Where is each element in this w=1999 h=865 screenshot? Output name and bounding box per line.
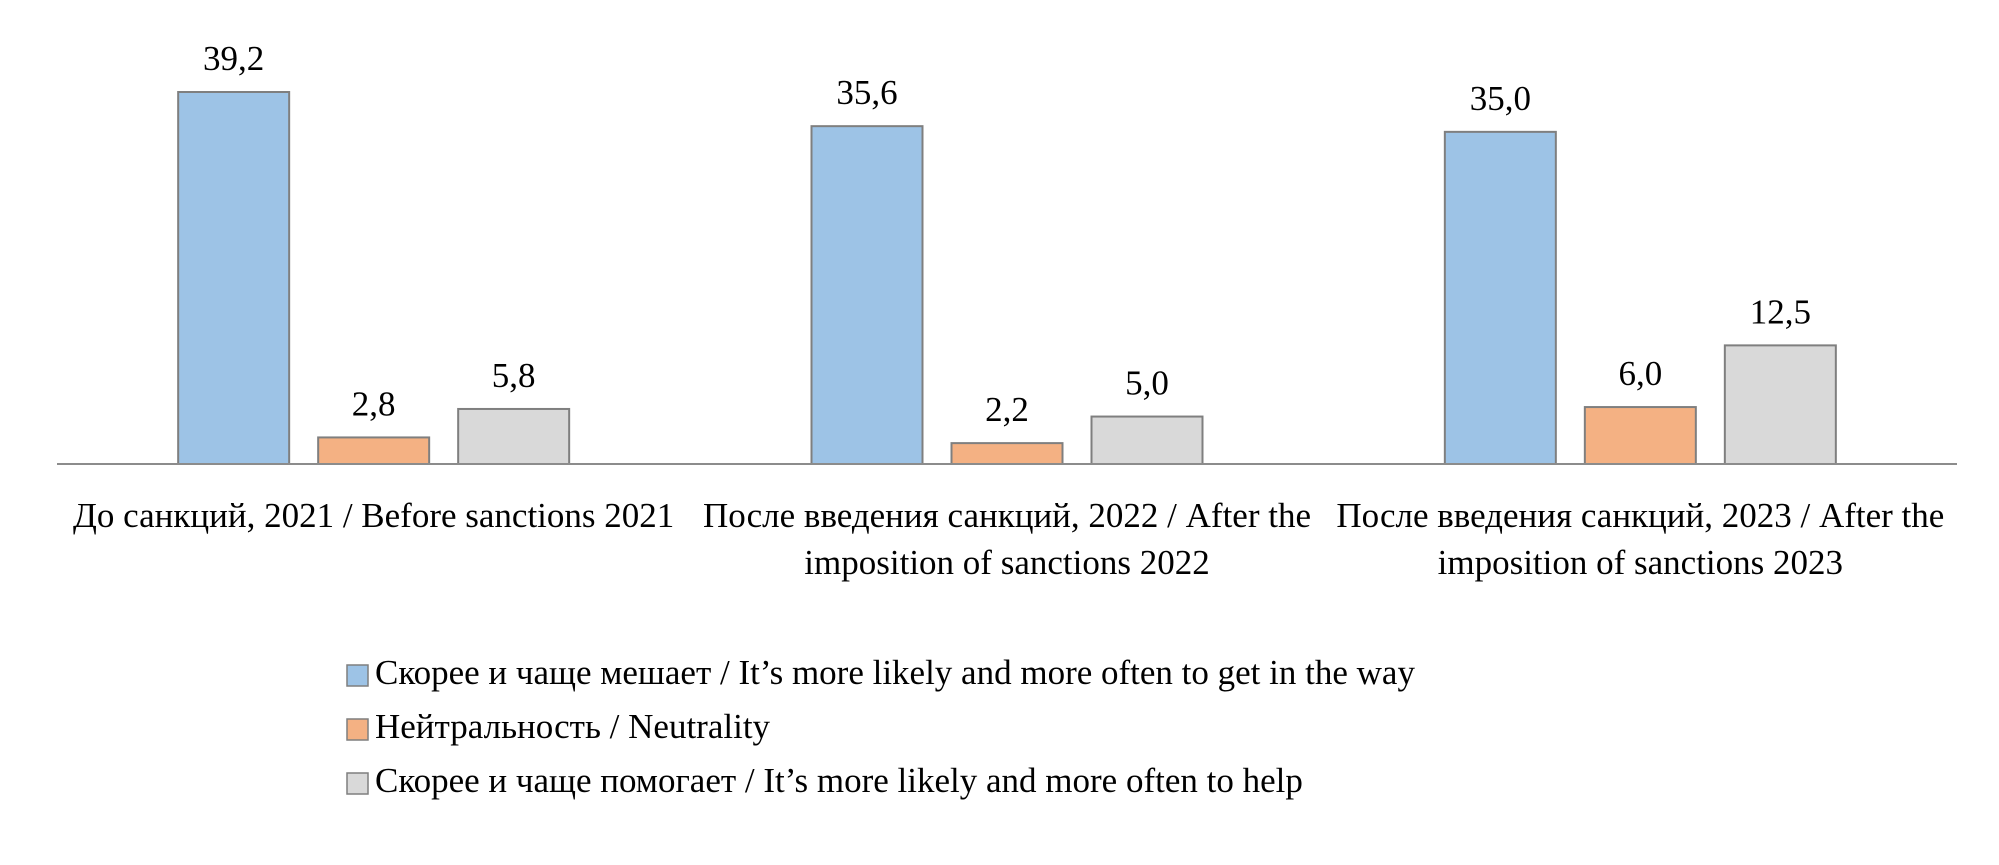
- bar: [1443, 130, 1557, 465]
- bar: [1090, 415, 1204, 466]
- legend-swatch: [346, 718, 369, 741]
- legend-label: Скорее и чаще мешает / It’s more likely …: [375, 653, 1415, 692]
- x-tick-label: После введения санкций, 2023 / After the…: [1336, 496, 1945, 582]
- bar: [177, 91, 291, 465]
- value-label: 39,2: [203, 39, 264, 78]
- legend-swatch: [346, 772, 369, 795]
- value-label: 35,6: [836, 73, 897, 112]
- x-tick-label: После введения санкций, 2022 / After the…: [702, 496, 1311, 582]
- value-label: 2,2: [985, 390, 1029, 429]
- bar: [1583, 406, 1697, 465]
- bar: [810, 125, 924, 465]
- legend-label: Скорее и чаще помогает / It’s more likel…: [375, 761, 1303, 800]
- bar: [1723, 344, 1837, 466]
- bar: [317, 436, 431, 465]
- value-label: 6,0: [1618, 354, 1662, 393]
- value-label: 5,0: [1125, 364, 1169, 403]
- bar: [457, 407, 571, 466]
- value-label: 5,8: [492, 356, 536, 395]
- legend-swatch: [346, 664, 369, 687]
- value-label: 12,5: [1750, 292, 1811, 331]
- bar: [950, 442, 1064, 465]
- value-label: 35,0: [1470, 79, 1531, 118]
- legend-label: Нейтральность / Neutrality: [375, 707, 771, 746]
- x-tick-label: До санкций, 2021 / Before sanctions 2021: [73, 496, 675, 535]
- value-label: 2,8: [352, 384, 396, 423]
